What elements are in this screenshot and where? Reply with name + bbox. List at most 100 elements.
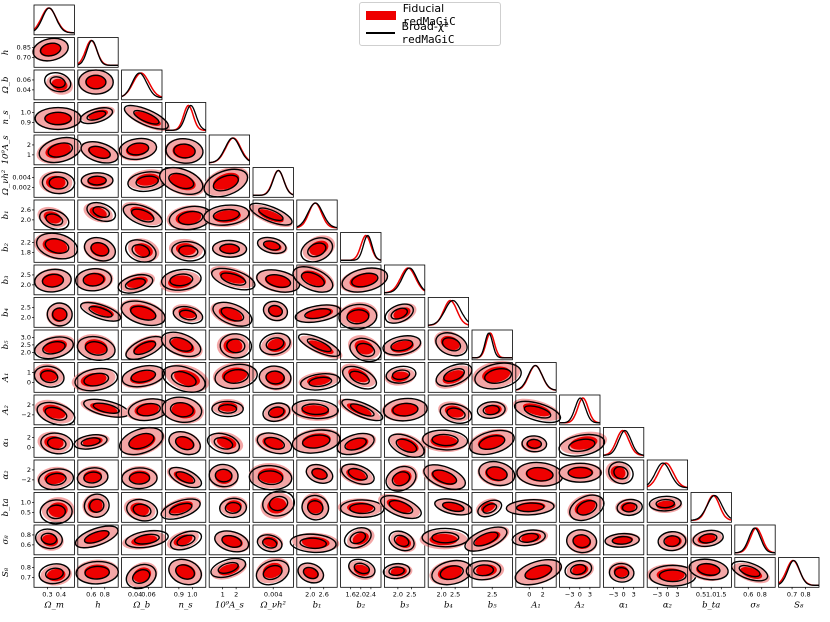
contour-broad-95 — [513, 400, 562, 424]
contour-broad-68 — [696, 562, 721, 576]
y-axis-label-b4: b₄ — [1, 307, 11, 316]
contour-broad-68 — [698, 533, 718, 544]
panel-frame — [33, 524, 75, 556]
x-tick-label: 0 — [622, 590, 626, 598]
panel-b4-vs-A_s — [208, 297, 253, 328]
contour-broad-68 — [265, 273, 292, 288]
contour-broad-68 — [344, 437, 367, 451]
panel-sigma8-vs-A2 — [559, 524, 601, 556]
marginal-fiducial-sigma8 — [734, 527, 776, 554]
panel-A2-vs-A1 — [513, 394, 562, 426]
panel-b1-vs-Omega_b — [121, 199, 163, 231]
marginal-broad-A_s — [209, 137, 250, 164]
contour-broad-95 — [301, 494, 330, 521]
contour-fiducial-68 — [89, 206, 107, 219]
panel-frame — [427, 297, 470, 328]
x-axis-label-A2: A₂ — [574, 600, 585, 610]
contour-broad-95 — [211, 400, 244, 418]
panel-A2-vs-b5 — [471, 394, 513, 426]
panel-alpha2-vs-A2 — [558, 459, 603, 491]
panel-S8-vs-Omega_b: 0.040.06 — [121, 557, 163, 598]
panel-frame — [690, 492, 732, 523]
panel-alpha1-vs-b4 — [420, 427, 470, 458]
panel-b4-vs-Omega_nu_h2 — [252, 297, 294, 328]
contour-fiducial-68 — [567, 466, 594, 479]
contour-broad-68 — [126, 142, 150, 156]
panel-Omega_nu_h2-vs-A_s — [203, 166, 250, 198]
contour-broad-68 — [173, 143, 196, 159]
contour-broad-68 — [40, 532, 58, 545]
contour-broad-68 — [431, 469, 458, 485]
contour-broad-68 — [83, 530, 110, 544]
panel-frame — [33, 167, 75, 198]
contour-broad-95 — [256, 534, 283, 553]
panel-b2-vs-b2 — [340, 232, 382, 263]
contour-broad-95 — [565, 529, 598, 554]
contour-broad-68 — [48, 176, 69, 190]
legend-broad-line — [366, 32, 395, 34]
panel-frame — [559, 394, 601, 426]
y-tick-label: 2.5 — [21, 341, 31, 349]
panel-b5-vs-Omega_b — [121, 329, 165, 361]
panel-frame — [690, 524, 732, 556]
contour-broad-68 — [572, 534, 591, 549]
contour-broad-68 — [212, 174, 240, 192]
contour-broad-68 — [133, 109, 160, 125]
panel-frame — [252, 199, 294, 231]
panel-frame — [33, 69, 75, 101]
contour-broad-68 — [51, 307, 68, 322]
panel-frame — [340, 329, 382, 361]
contour-broad-68 — [124, 277, 147, 290]
panel-b3-vs-Omega_b — [117, 264, 163, 296]
contour-broad-68 — [223, 368, 249, 384]
panel-frame — [252, 232, 294, 263]
panel-S8-vs-b5: 2.5 — [465, 557, 513, 598]
contour-broad-68 — [569, 563, 587, 576]
contour-broad-95 — [688, 558, 729, 581]
y-tick-label: 2 — [27, 433, 31, 441]
panel-alpha1-vs-Omega_b — [118, 426, 165, 458]
panel-frame — [515, 459, 557, 491]
panel-frame — [33, 102, 75, 133]
contour-fiducial-68 — [268, 305, 283, 318]
contour-broad-95 — [40, 432, 74, 455]
panel-b5-vs-h — [76, 329, 119, 361]
panel-frame — [121, 199, 163, 231]
y-tick-label: 1.0 — [21, 498, 31, 506]
panel-frame — [296, 264, 338, 296]
x-tick-label: 0.3 — [42, 590, 52, 598]
contour-broad-68 — [83, 372, 110, 387]
contour-broad-68 — [86, 110, 107, 121]
panel-frame — [252, 459, 294, 491]
panel-frame — [33, 134, 75, 166]
y-tick-label: 0.85 — [17, 43, 31, 51]
contour-broad-68 — [133, 340, 157, 356]
contour-broad-68 — [265, 370, 285, 385]
contour-broad-68 — [83, 471, 103, 484]
contour-broad-68 — [346, 309, 370, 325]
contour-broad-68 — [226, 338, 246, 354]
contour-broad-95 — [259, 332, 291, 356]
panel-frame — [164, 427, 207, 458]
panel-b_ta-vs-h — [77, 492, 119, 523]
contour-broad-68 — [525, 466, 554, 482]
contour-fiducial-68 — [482, 366, 511, 383]
panel-frame — [646, 492, 689, 523]
contour-broad-95 — [262, 490, 296, 517]
contour-broad-68 — [49, 76, 66, 89]
y-axis-label-b3: b₃ — [1, 275, 11, 284]
panel-A_s-vs-n_s — [164, 134, 207, 166]
marginal-broad-A1 — [515, 364, 557, 391]
panel-frame — [77, 167, 119, 198]
contour-broad-68 — [655, 498, 676, 509]
contour-broad-68 — [390, 307, 409, 320]
contour-broad-68 — [301, 434, 331, 449]
contour-broad-68 — [351, 272, 379, 288]
panel-frame — [164, 524, 207, 556]
contour-broad-68 — [658, 569, 687, 583]
contour-broad-95 — [564, 559, 593, 580]
panel-b5-vs-b5 — [471, 329, 513, 361]
contour-broad-95 — [219, 333, 253, 359]
contour-fiducial-68 — [393, 307, 411, 320]
